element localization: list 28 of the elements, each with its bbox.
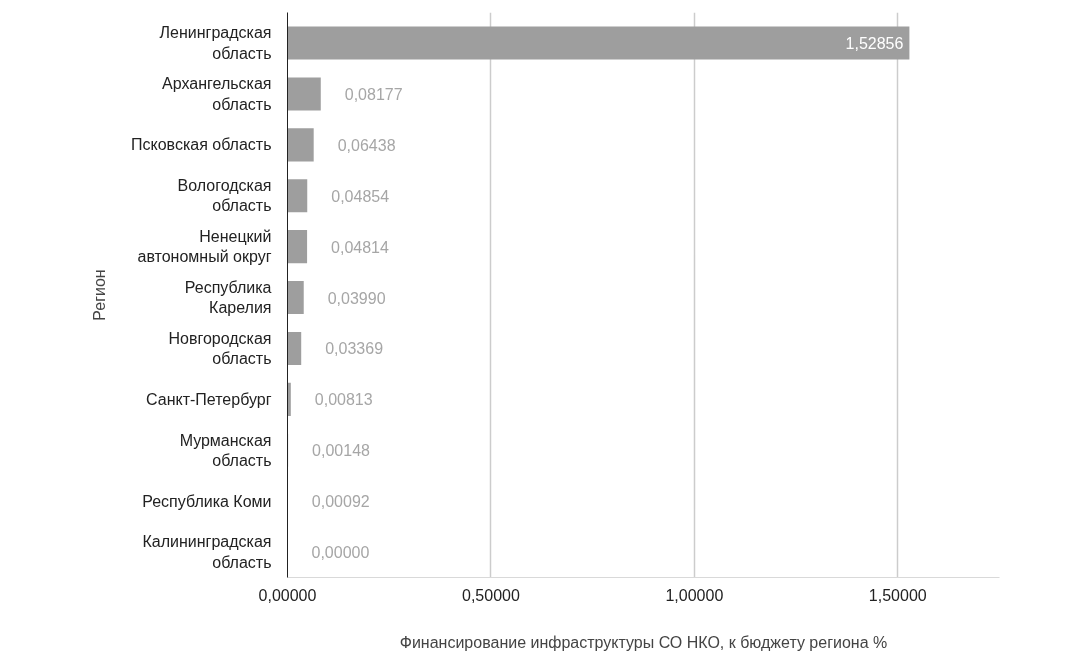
y-tick-label: Ненецкий автономный округ: [137, 227, 272, 266]
x-tick-label: 1,00000: [665, 586, 724, 604]
y-tick-label: Новгородская область: [168, 329, 272, 368]
y-tick-label: Мурманская область: [179, 431, 272, 469]
y-tick-label: Калининградская область: [142, 533, 272, 571]
data-label: 0,00813: [314, 391, 373, 409]
x-axis-title: Финансирование инфраструктуры СО НКО, к бюджету региона %: [399, 633, 888, 651]
y-tick-label: Ленинградская область: [159, 24, 272, 62]
y-tick-label: Псковская область: [131, 136, 272, 154]
data-label: 0,00092: [311, 493, 370, 511]
data-label: 0,04814: [331, 238, 390, 256]
x-tick-label: 1,50000: [868, 586, 927, 604]
y-axis-title: Регион: [91, 269, 108, 321]
data-label: 0,00148: [312, 442, 371, 460]
data-label: 0,08177: [344, 85, 403, 103]
data-label: 0,03990: [327, 289, 386, 307]
data-label: 1,52856: [845, 35, 904, 53]
data-label: 0,06438: [337, 136, 396, 154]
x-tick-label: 0,50000: [462, 586, 520, 604]
data-label: 0,04854: [331, 187, 390, 205]
y-tick-label: Архангельская область: [162, 75, 272, 113]
x-tick-label: 0,00000: [258, 586, 317, 604]
data-label: 0,03369: [325, 340, 384, 358]
y-tick-label: Санкт-Петербург: [146, 390, 272, 408]
data-label: 0,00000: [311, 544, 370, 562]
y-tick-label: Республика Коми: [142, 492, 272, 510]
y-tick-label: Вологодская область: [177, 177, 272, 215]
y-tick-label: Республика Карелия: [184, 278, 272, 317]
